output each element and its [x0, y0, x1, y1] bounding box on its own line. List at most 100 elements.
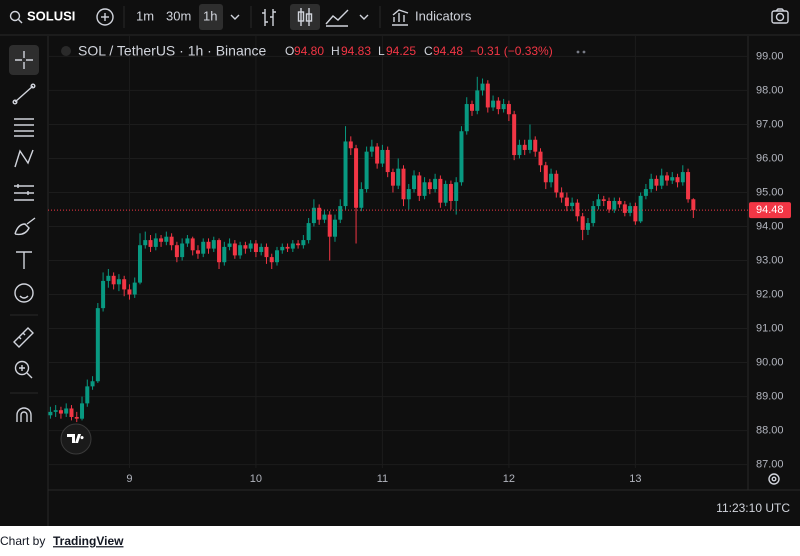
tradingview-logo[interactable]: [60, 423, 92, 455]
candle-body: [464, 104, 469, 132]
candle-body: [232, 243, 237, 256]
candles: [48, 76, 696, 423]
symbol[interactable]: SOLUSI: [27, 8, 75, 23]
candle-body: [459, 131, 464, 183]
legend-value: 94.83: [341, 44, 371, 58]
candle-body: [422, 182, 427, 196]
emoji-tool[interactable]: [14, 283, 34, 303]
footer-link[interactable]: TradingView: [53, 534, 124, 548]
background: [0, 0, 800, 526]
y-tick-label: 92.00: [756, 288, 784, 300]
candle-body: [322, 214, 327, 220]
crosshair-tool[interactable]: [15, 51, 33, 69]
candle-body: [290, 243, 295, 249]
candle-body: [301, 240, 306, 246]
prediction-tool[interactable]: [14, 184, 34, 201]
candle-body: [80, 403, 85, 419]
legend-toggle[interactable]: [61, 46, 71, 56]
zoom-tool[interactable]: [14, 360, 33, 379]
brush-tool[interactable]: [14, 217, 36, 236]
candle-body: [153, 238, 158, 247]
candles-icon[interactable]: [297, 8, 313, 26]
candle-body: [412, 175, 417, 190]
candle-body: [169, 236, 174, 246]
legend-more[interactable]: [576, 50, 586, 54]
ruler-tool[interactable]: [13, 327, 34, 348]
candle-body: [617, 200, 622, 205]
candle-body: [195, 250, 200, 254]
candle-body: [317, 207, 322, 220]
candle-body: [470, 104, 474, 111]
candle-body: [401, 168, 406, 200]
fib-tool[interactable]: [14, 118, 34, 137]
candle-body: [543, 165, 548, 183]
candle-body: [585, 223, 590, 230]
candle-body: [238, 245, 243, 256]
indicators-button[interactable]: Indicators: [415, 8, 472, 23]
x-tick-label: 9: [126, 473, 132, 485]
y-tick-label: 95.00: [756, 186, 784, 198]
compare-button[interactable]: [96, 8, 114, 26]
candle-body: [327, 214, 332, 237]
candle-body: [438, 178, 443, 203]
legend-label: C: [424, 44, 433, 58]
legend-title: SOL / TetherUS · 1h · Binance: [78, 43, 267, 59]
candle-body: [122, 279, 127, 290]
last-price-tag: [749, 202, 791, 219]
candle-body: [607, 200, 612, 210]
text-tool[interactable]: [16, 251, 32, 269]
candle-body: [201, 241, 206, 254]
area-icon[interactable]: [325, 9, 349, 27]
tool-active-bg: [9, 45, 39, 75]
candle-body: [554, 173, 559, 193]
candle-body: [259, 246, 264, 252]
candle-body: [137, 245, 142, 283]
candle-body: [211, 240, 216, 249]
interval-menu[interactable]: [230, 14, 240, 20]
y-tick-label: 96.00: [756, 152, 784, 164]
screenshot-icon[interactable]: [771, 8, 789, 24]
candle-body: [454, 182, 459, 201]
candle-body: [643, 189, 648, 196]
last-price-label: 94.48: [756, 204, 784, 216]
candle-body: [448, 183, 453, 201]
bars-icon[interactable]: [262, 9, 276, 26]
legend-label: L: [378, 44, 385, 58]
candle-body: [390, 172, 395, 186]
candle-body: [90, 381, 95, 387]
candle-body: [116, 279, 121, 285]
pattern-tool[interactable]: [14, 149, 34, 168]
candle-body: [380, 149, 385, 164]
legend-label: H: [331, 44, 340, 58]
candle-body: [475, 90, 480, 111]
y-tick-label: 90.00: [756, 356, 784, 368]
candle-body: [417, 175, 422, 196]
candle-body: [638, 195, 643, 222]
trendline-tool[interactable]: [12, 83, 36, 105]
y-tick-label: 94.00: [756, 220, 784, 232]
candle-body: [264, 246, 269, 258]
candle-body: [364, 151, 369, 190]
candle-body: [69, 408, 74, 417]
candle-body: [485, 83, 490, 108]
y-tick-label: 91.00: [756, 322, 784, 334]
chart-type-menu[interactable]: [359, 14, 369, 20]
candle-body: [227, 243, 232, 247]
y-tick-label: 93.00: [756, 254, 784, 266]
settings-icon[interactable]: [768, 473, 780, 485]
candle-body: [406, 189, 411, 200]
candle-body: [570, 202, 575, 207]
x-tick-label: 10: [250, 473, 262, 485]
candle-body: [649, 178, 654, 190]
candle-body: [396, 168, 401, 186]
candle-body: [654, 178, 659, 186]
interval[interactable]: 1m: [136, 8, 154, 23]
search-icon[interactable]: [9, 10, 23, 24]
candle-body: [506, 104, 511, 115]
interval[interactable]: 1h: [203, 8, 217, 23]
interval[interactable]: 30m: [166, 8, 191, 23]
indicators-icon[interactable]: [392, 9, 409, 26]
candle-body: [354, 148, 359, 208]
magnet-tool[interactable]: [16, 407, 32, 422]
